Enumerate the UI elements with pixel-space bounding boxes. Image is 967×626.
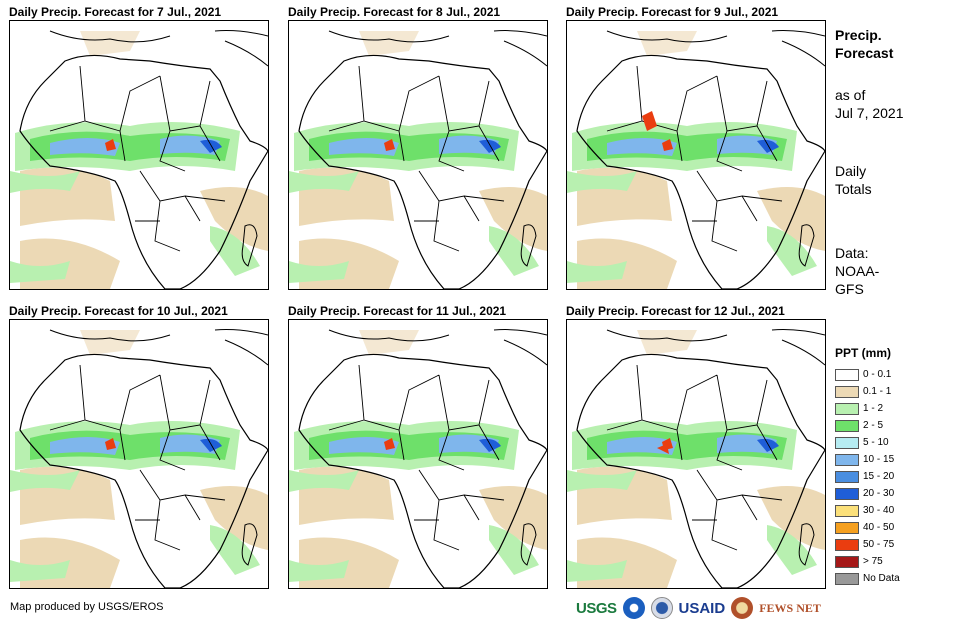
forecast-map [566, 319, 826, 589]
forecast-map [288, 319, 548, 589]
legend-label: 2 - 5 [863, 420, 884, 431]
legend-item: 20 - 30 [835, 485, 965, 502]
sidebar-as-of: as of Jul 7, 2021 [835, 87, 904, 121]
usgs-logo: USGS [576, 599, 617, 617]
precip-legend: PPT (mm) 0 - 0.1 0.1 - 1 1 - 2 2 - 5 5 - 10 1… [835, 346, 965, 587]
legend-label: 50 - 75 [863, 539, 895, 550]
panel-title: Daily Precip. Forecast for 9 Jul., 2021 [566, 5, 779, 19]
legend-item: 1 - 2 [835, 400, 965, 417]
legend-item: 5 - 10 [835, 434, 965, 451]
legend-swatch [835, 555, 859, 568]
legend-swatch [835, 402, 859, 415]
usaid-logo: USAID [678, 599, 726, 617]
legend-swatch [835, 470, 859, 483]
legend-label: No Data [863, 573, 900, 584]
forecast-map [566, 20, 826, 290]
forecast-panel-2: Daily Precip. Forecast for 8 Jul., 2021 [288, 5, 550, 290]
legend-label: 10 - 15 [863, 454, 895, 465]
forecast-panel-6: Daily Precip. Forecast for 12 Jul., 2021 [566, 304, 828, 589]
legend-swatch [835, 487, 859, 500]
legend-item: > 75 [835, 553, 965, 570]
panel-title: Daily Precip. Forecast for 11 Jul., 2021 [288, 304, 507, 318]
legend-swatch [835, 436, 859, 449]
legend-label: 15 - 20 [863, 471, 895, 482]
panel-title: Daily Precip. Forecast for 12 Jul., 2021 [566, 304, 785, 318]
sidebar-data-source: Data: NOAA- GFS [835, 245, 880, 297]
legend-label: 20 - 30 [863, 488, 895, 499]
legend-swatch [835, 385, 859, 398]
legend-swatch [835, 368, 859, 381]
legend-item: 2 - 5 [835, 417, 965, 434]
forecast-panel-3: Daily Precip. Forecast for 9 Jul., 2021 [566, 5, 828, 290]
legend-swatch [835, 572, 859, 585]
legend-label: 1 - 2 [863, 403, 884, 414]
map-credit: Map produced by USGS/EROS [10, 601, 164, 613]
legend-item: 50 - 75 [835, 536, 965, 553]
legend-rows: 0 - 0.1 0.1 - 1 1 - 2 2 - 5 5 - 10 10 - 15 15 … [835, 366, 965, 587]
nasa-seal-icon [650, 597, 673, 619]
panel-title: Daily Precip. Forecast for 10 Jul., 2021 [9, 304, 228, 318]
legend-label: 5 - 10 [863, 437, 889, 448]
legend-swatch [835, 419, 859, 432]
noaa-logo-icon [622, 597, 645, 619]
legend-swatch [835, 538, 859, 551]
panel-title: Daily Precip. Forecast for 7 Jul., 2021 [9, 5, 222, 19]
fews-net-logo: FEWS NET [759, 600, 821, 615]
logo-strip: USGS USAID FEWS NET [576, 595, 821, 621]
legend-item: 0.1 - 1 [835, 383, 965, 400]
legend-title: PPT (mm) [835, 346, 892, 360]
legend-label: > 75 [863, 556, 883, 567]
legend-item: 30 - 40 [835, 502, 965, 519]
legend-label: 0.1 - 1 [863, 386, 892, 397]
fews-globe-icon [731, 597, 754, 619]
legend-item: 40 - 50 [835, 519, 965, 536]
legend-swatch [835, 453, 859, 466]
legend-label: 0 - 0.1 [863, 369, 892, 380]
legend-item: 0 - 0.1 [835, 366, 965, 383]
legend-item: 10 - 15 [835, 451, 965, 468]
legend-item: 15 - 20 [835, 468, 965, 485]
forecast-panel-4: Daily Precip. Forecast for 10 Jul., 2021 [9, 304, 271, 589]
legend-label: 30 - 40 [863, 505, 895, 516]
panel-title: Daily Precip. Forecast for 8 Jul., 2021 [288, 5, 501, 19]
forecast-map [9, 319, 269, 589]
legend-swatch [835, 504, 859, 517]
forecast-map [9, 20, 269, 290]
forecast-map [288, 20, 548, 290]
sidebar-title: Precip. Forecast [835, 27, 894, 61]
legend-item: No Data [835, 570, 965, 587]
legend-label: 40 - 50 [863, 522, 895, 533]
forecast-panel-1: Daily Precip. Forecast for 7 Jul., 2021 [9, 5, 271, 290]
sidebar-daily-totals: Daily Totals [835, 163, 872, 197]
legend-swatch [835, 521, 859, 534]
forecast-panel-5: Daily Precip. Forecast for 11 Jul., 2021 [288, 304, 550, 589]
